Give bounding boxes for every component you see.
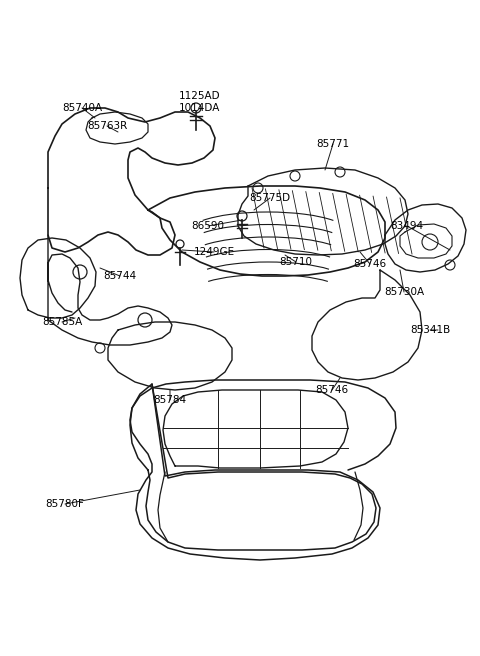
Text: 85763R: 85763R [87,121,127,131]
Text: 85740A: 85740A [62,103,102,113]
Text: 85730A: 85730A [384,287,424,297]
Text: 1125AD: 1125AD [179,91,221,101]
Text: 85780F: 85780F [46,499,84,509]
Text: 85746: 85746 [315,385,348,395]
Text: 85744: 85744 [103,271,137,281]
Text: 85775D: 85775D [250,193,290,203]
Text: 1014DA: 1014DA [180,103,221,113]
Text: 83494: 83494 [390,221,423,231]
Text: 86590: 86590 [192,221,225,231]
Text: 85746: 85746 [353,259,386,269]
Text: 85710: 85710 [279,257,312,267]
Text: 85785A: 85785A [42,317,82,327]
Text: 85771: 85771 [316,139,349,149]
Text: 85341B: 85341B [410,325,450,335]
Text: 85784: 85784 [154,395,187,405]
Text: 1249GE: 1249GE [193,247,235,257]
